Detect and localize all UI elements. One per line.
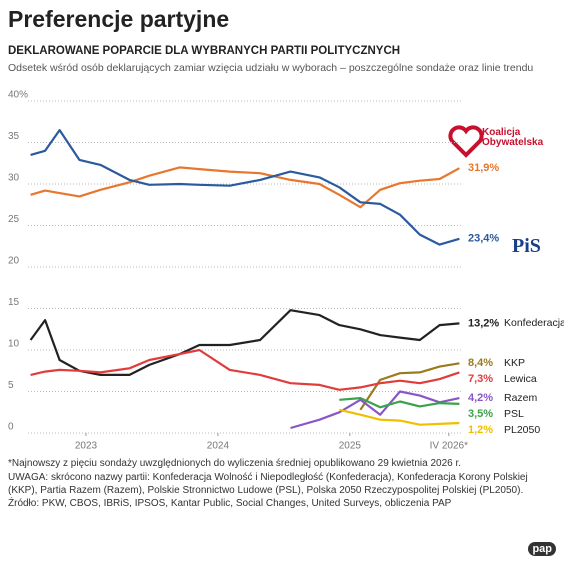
y-tick-label: 10: [8, 339, 20, 350]
value-label: 23,4%: [468, 233, 499, 245]
ko-heart: [448, 125, 484, 158]
logo: pap: [528, 542, 556, 556]
x-tick-label: 2023: [75, 441, 98, 452]
x-tick-label: IV 2026*: [430, 441, 468, 452]
value-label: 1,2%: [468, 424, 493, 436]
legend-label: PL2050: [504, 424, 540, 436]
trend-line: [30, 166, 460, 209]
value-label: 7,3%: [468, 373, 493, 385]
description: Odsetek wśród osób deklarujących zamiar …: [8, 62, 534, 74]
value-label: 3,5%: [468, 408, 493, 420]
ko-logo-text: Koalicja Obywatelska: [482, 127, 544, 148]
y-tick-label: 5: [8, 380, 14, 391]
note: UWAGA: skrócono nazwy partii: Konfederac…: [8, 472, 528, 496]
y-tick-label: 20: [8, 256, 20, 267]
pis-logo-text: PiS: [512, 235, 541, 257]
x-tick-label: 2024: [207, 441, 230, 452]
trend-line: [339, 408, 460, 426]
y-tick-label: 0: [8, 422, 14, 433]
y-tick-label: 35: [8, 131, 20, 142]
subtitle: DEKLAROWANE POPARCIE DLA WYBRANYCH PARTI…: [8, 45, 401, 57]
legend-label: Konfederacja: [504, 317, 564, 329]
legend-label: KKP: [504, 357, 525, 369]
legend-label: Razem: [504, 392, 538, 404]
trend-line: [339, 397, 460, 409]
x-tick-label: 2025: [339, 441, 362, 452]
value-label: 8,4%: [468, 357, 493, 369]
value-label: 4,2%: [468, 392, 493, 404]
legend-label: PSL: [504, 408, 524, 420]
value-label: 31,9%: [468, 162, 499, 174]
legend-label: Lewica: [504, 373, 537, 385]
value-label: 13,2%: [468, 317, 499, 329]
source: Źródło: PKW, CBOS, IBRiS, IPSOS, Kantar …: [8, 498, 452, 509]
y-tick-label: 25: [8, 214, 20, 225]
trend-line: [29, 309, 460, 376]
y-tick-label: 40%: [8, 90, 28, 101]
note: *Najnowszy z pięciu sondaży uwzględniony…: [8, 458, 462, 469]
trend-line: [290, 390, 460, 430]
y-tick-label: 15: [8, 297, 20, 308]
y-tick-label: 30: [8, 173, 20, 184]
trend-line: [30, 348, 460, 391]
title: Preferencje partyjne: [8, 6, 230, 32]
trend-line: [30, 129, 460, 246]
